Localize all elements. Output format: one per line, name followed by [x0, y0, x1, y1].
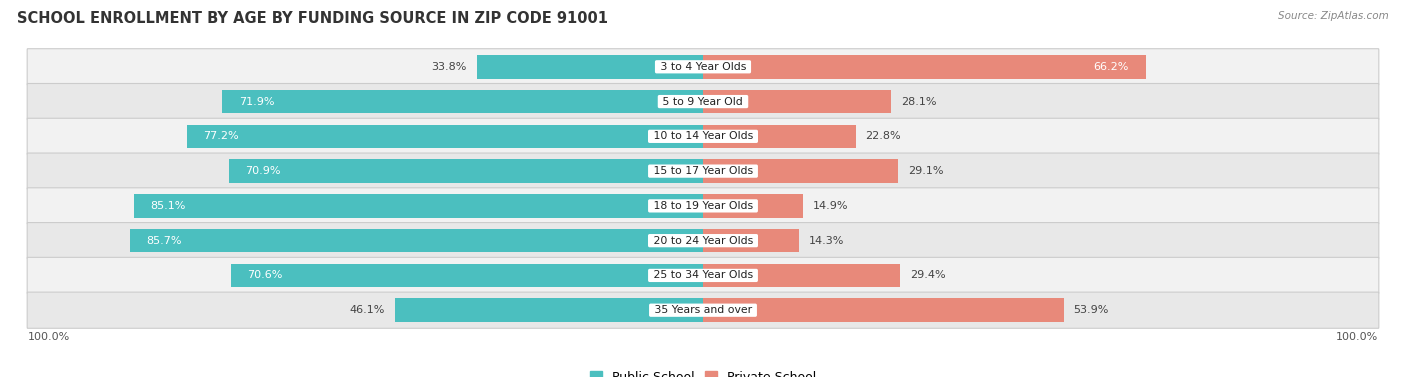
- FancyBboxPatch shape: [27, 49, 1379, 85]
- Bar: [703, 55, 1146, 79]
- Bar: [129, 229, 703, 253]
- Bar: [231, 264, 703, 287]
- Bar: [703, 194, 803, 218]
- Text: 25 to 34 Year Olds: 25 to 34 Year Olds: [650, 270, 756, 280]
- Bar: [703, 264, 900, 287]
- Text: 70.9%: 70.9%: [246, 166, 281, 176]
- Bar: [703, 229, 799, 253]
- Text: 10 to 14 Year Olds: 10 to 14 Year Olds: [650, 131, 756, 141]
- Bar: [187, 124, 703, 148]
- Text: 53.9%: 53.9%: [1074, 305, 1109, 315]
- Text: 71.9%: 71.9%: [239, 97, 274, 107]
- Text: 22.8%: 22.8%: [866, 131, 901, 141]
- Text: 18 to 19 Year Olds: 18 to 19 Year Olds: [650, 201, 756, 211]
- Text: 15 to 17 Year Olds: 15 to 17 Year Olds: [650, 166, 756, 176]
- Text: 5 to 9 Year Old: 5 to 9 Year Old: [659, 97, 747, 107]
- Text: Source: ZipAtlas.com: Source: ZipAtlas.com: [1278, 11, 1389, 21]
- Text: 46.1%: 46.1%: [349, 305, 385, 315]
- Bar: [703, 90, 891, 113]
- Bar: [134, 194, 703, 218]
- FancyBboxPatch shape: [27, 83, 1379, 120]
- Text: 77.2%: 77.2%: [204, 131, 239, 141]
- Bar: [229, 159, 703, 183]
- Text: 35 Years and over: 35 Years and over: [651, 305, 755, 315]
- FancyBboxPatch shape: [27, 153, 1379, 189]
- Bar: [222, 90, 703, 113]
- Bar: [703, 298, 1063, 322]
- Text: 29.4%: 29.4%: [910, 270, 945, 280]
- FancyBboxPatch shape: [27, 292, 1379, 328]
- FancyBboxPatch shape: [27, 188, 1379, 224]
- Text: 66.2%: 66.2%: [1094, 62, 1129, 72]
- Text: 3 to 4 Year Olds: 3 to 4 Year Olds: [657, 62, 749, 72]
- Legend: Public School, Private School: Public School, Private School: [585, 366, 821, 377]
- Text: 14.9%: 14.9%: [813, 201, 848, 211]
- Bar: [703, 159, 897, 183]
- Text: SCHOOL ENROLLMENT BY AGE BY FUNDING SOURCE IN ZIP CODE 91001: SCHOOL ENROLLMENT BY AGE BY FUNDING SOUR…: [17, 11, 607, 26]
- Text: 85.7%: 85.7%: [146, 236, 181, 246]
- FancyBboxPatch shape: [27, 257, 1379, 294]
- FancyBboxPatch shape: [27, 222, 1379, 259]
- FancyBboxPatch shape: [27, 118, 1379, 155]
- Bar: [703, 124, 855, 148]
- Text: 14.3%: 14.3%: [808, 236, 844, 246]
- Text: 100.0%: 100.0%: [1336, 332, 1378, 342]
- Text: 29.1%: 29.1%: [908, 166, 943, 176]
- Text: 33.8%: 33.8%: [432, 62, 467, 72]
- Text: 100.0%: 100.0%: [28, 332, 70, 342]
- Text: 85.1%: 85.1%: [150, 201, 186, 211]
- Bar: [395, 298, 703, 322]
- Bar: [477, 55, 703, 79]
- Text: 70.6%: 70.6%: [247, 270, 283, 280]
- Text: 28.1%: 28.1%: [901, 97, 936, 107]
- Text: 20 to 24 Year Olds: 20 to 24 Year Olds: [650, 236, 756, 246]
